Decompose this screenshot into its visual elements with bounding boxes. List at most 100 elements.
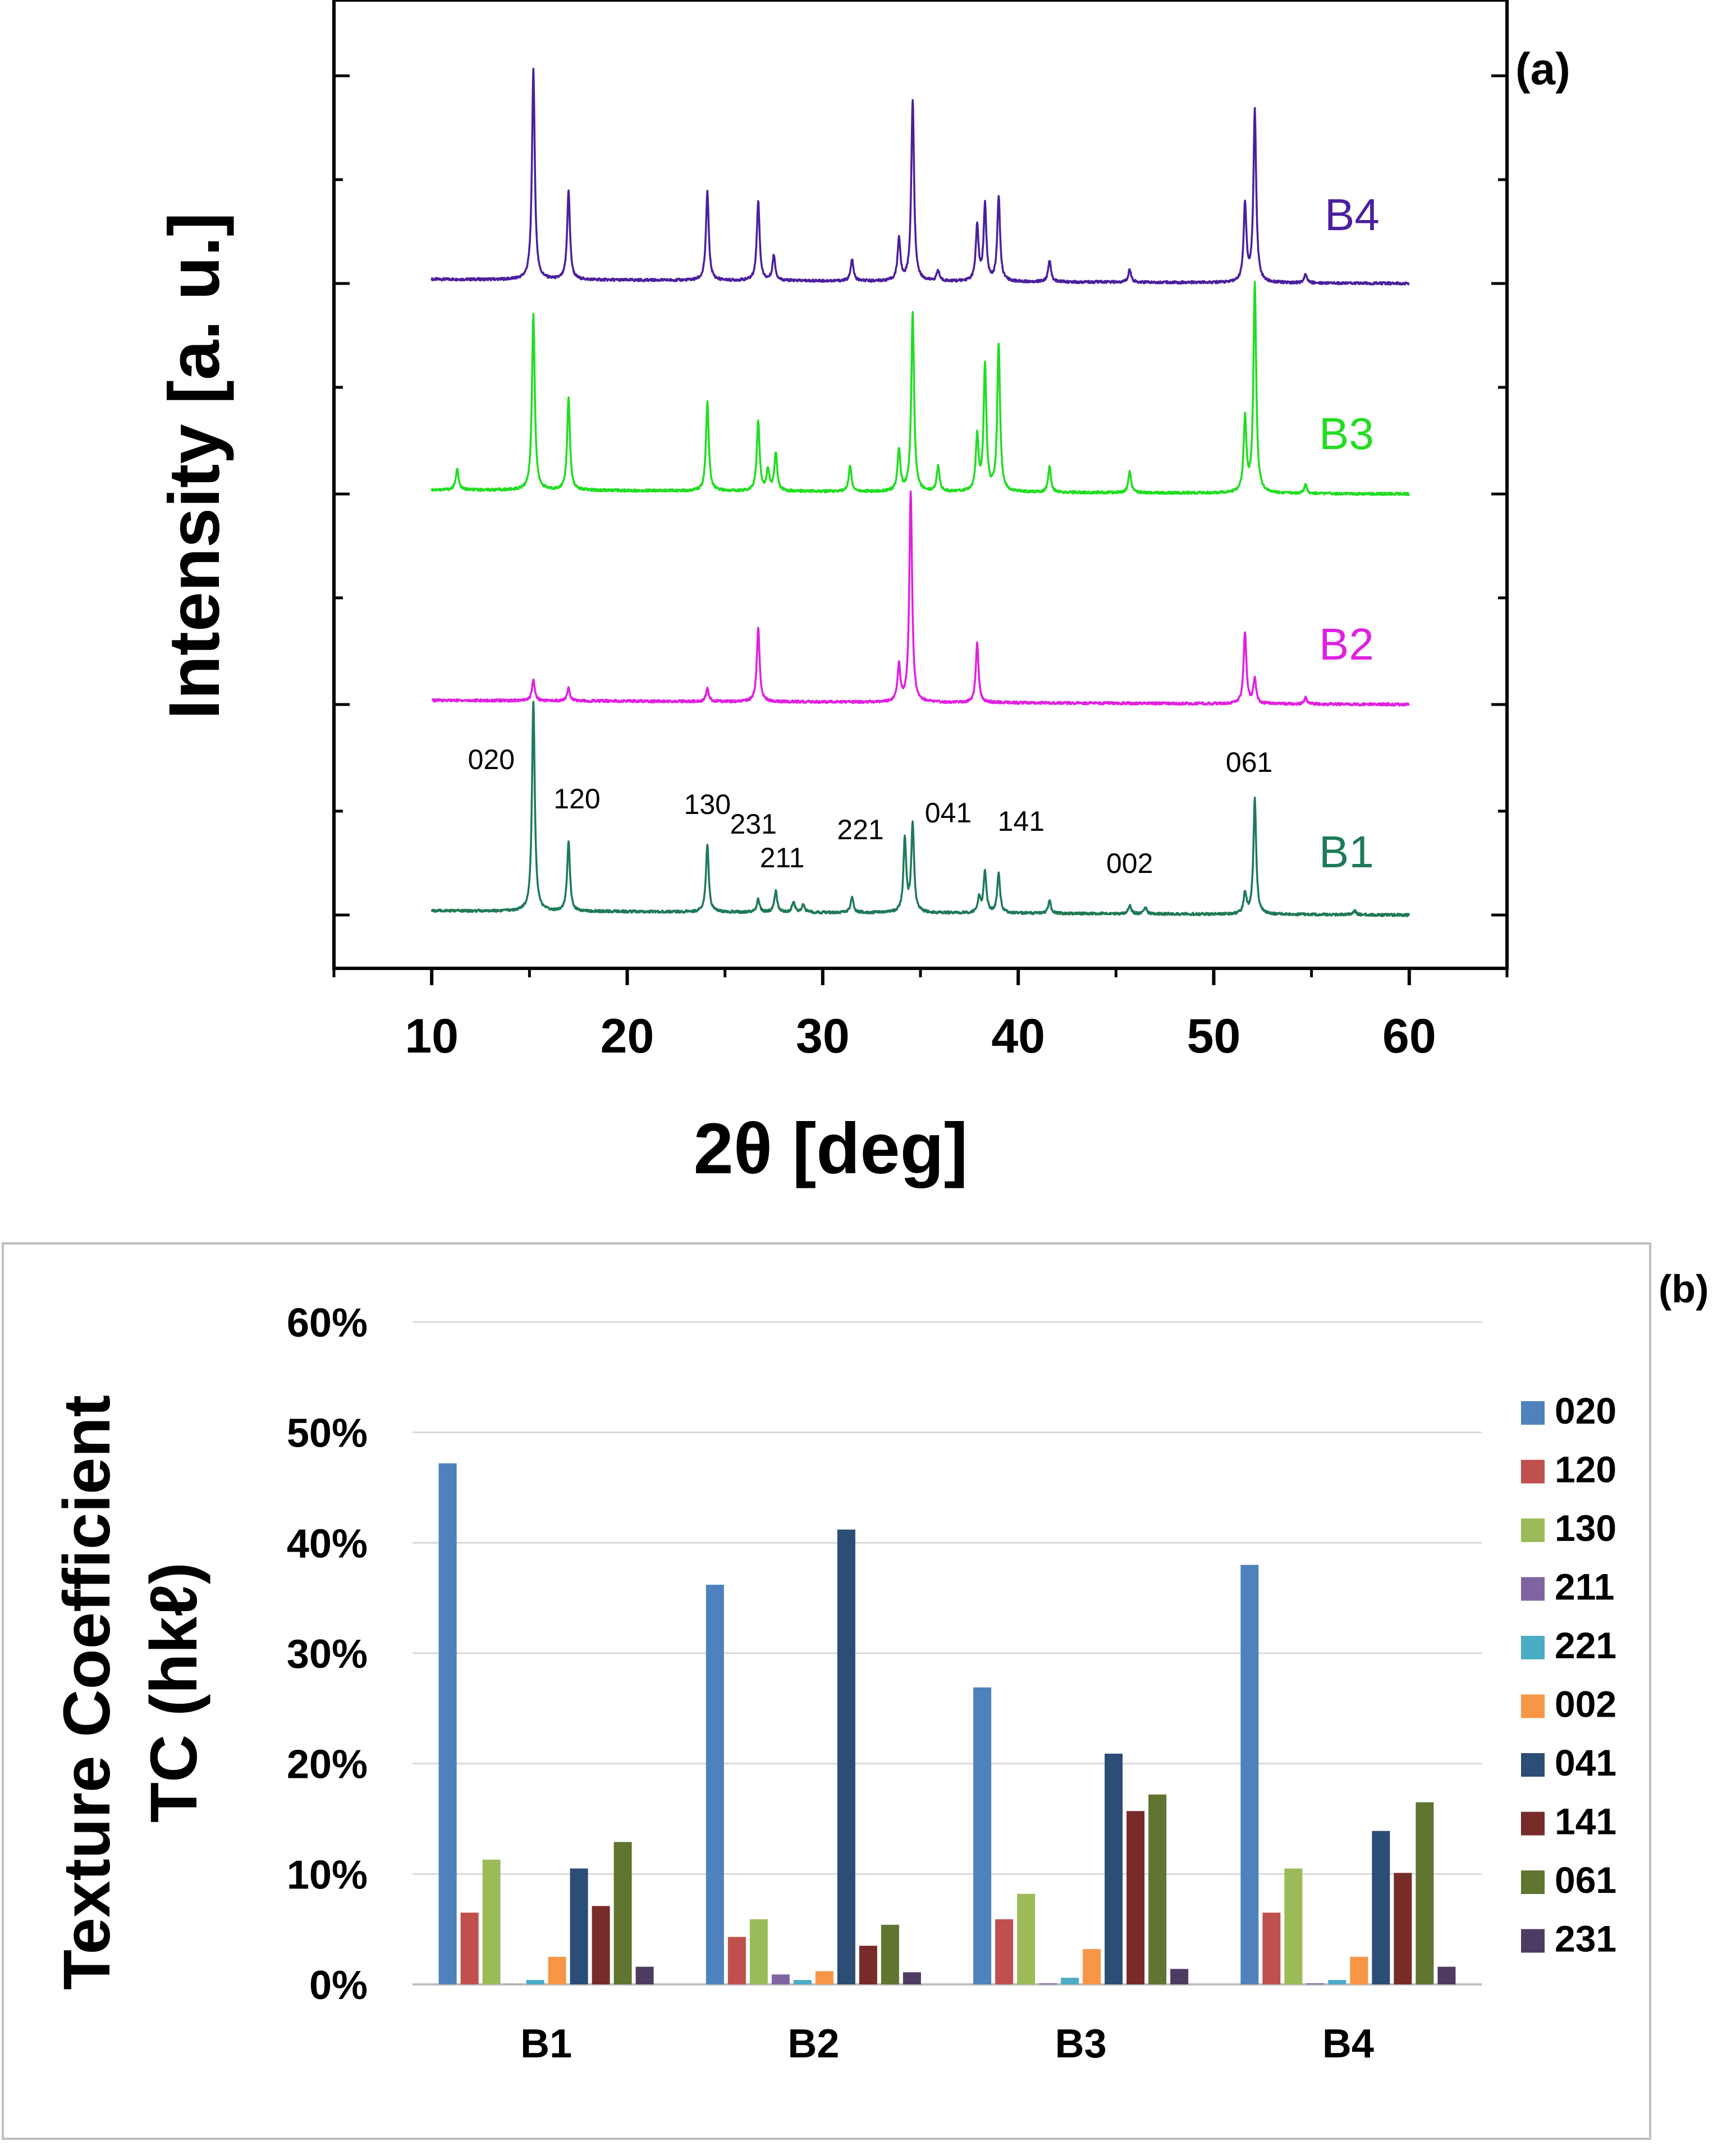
texture-bar-b2-120	[727, 1937, 746, 1984]
texture-legend-label: 061	[1555, 1859, 1616, 1901]
xrd-series-label-b1: B1	[1319, 827, 1374, 877]
xrd-x-tick-label: 30	[796, 1009, 850, 1063]
texture-bar-b2-211	[771, 1974, 790, 1984]
texture-bar-b4-020	[1240, 1565, 1259, 1984]
texture-bar-b3-120	[995, 1919, 1014, 1984]
texture-category-label: B2	[787, 2021, 839, 2066]
texture-bar-b3-002	[1083, 1949, 1101, 1984]
xrd-hkl-annotation: 120	[553, 783, 600, 815]
texture-y-tick-label: 20%	[287, 1742, 368, 1787]
texture-bar-b1-002	[548, 1956, 566, 1984]
texture-bar-b4-002	[1350, 1956, 1368, 1984]
texture-y-tick-label: 0%	[309, 1963, 368, 2008]
texture-legend-swatch	[1521, 1929, 1545, 1953]
texture-bar-b1-141	[592, 1906, 610, 1984]
texture-legend-label: 041	[1555, 1742, 1616, 1783]
texture-legend-label: 141	[1555, 1801, 1616, 1842]
texture-legend-swatch	[1521, 1518, 1545, 1542]
texture-bar-b2-020	[706, 1585, 724, 1984]
texture-y-tick-label: 40%	[287, 1521, 368, 1566]
texture-panel-frame	[2, 1242, 1651, 2140]
texture-legend-label: 002	[1555, 1684, 1616, 1725]
texture-bar-b2-221	[793, 1980, 812, 1984]
texture-bar-b3-211	[1039, 1983, 1057, 1984]
texture-legend-swatch	[1521, 1812, 1545, 1836]
texture-category-label: B4	[1322, 2021, 1374, 2066]
texture-bar-b4-221	[1328, 1980, 1346, 1984]
texture-legend-label: 130	[1555, 1507, 1616, 1549]
texture-bar-b2-061	[881, 1924, 899, 1984]
xrd-trace-b3	[430, 281, 1410, 496]
texture-legend-swatch	[1521, 1460, 1545, 1484]
xrd-x-tick-label: 50	[1187, 1009, 1241, 1063]
texture-category-label: B1	[520, 2021, 572, 2066]
texture-y-tick-label: 50%	[287, 1411, 368, 1456]
texture-panel: 0% 10% 20% 30% 40% 50% 60% B1 B2 B3 B4 020 120 130 2…	[2, 1242, 1708, 2140]
texture-y-tick-label: 30%	[287, 1632, 368, 1677]
texture-bar-b2-041	[837, 1529, 855, 1984]
texture-bar-b2-002	[815, 1971, 833, 1984]
xrd-x-tick-label: 20	[601, 1009, 654, 1063]
xrd-hkl-annotation: 061	[1226, 747, 1272, 778]
xrd-x-tick-label: 40	[991, 1009, 1045, 1063]
texture-bar-b1-061	[613, 1842, 632, 1984]
texture-legend-label: 231	[1555, 1918, 1616, 1960]
texture-legend-swatch	[1521, 1753, 1545, 1777]
xrd-hkl-annotation: 141	[998, 806, 1045, 837]
texture-legend: 020 120 130 211 221 002 041 141 061 231	[1521, 1390, 1616, 1960]
xrd-x-ticks: 10 20 30 40 50 60	[332, 968, 1509, 1063]
xrd-hkl-annotation: 231	[730, 808, 777, 840]
texture-bar-b1-130	[482, 1859, 501, 1984]
texture-y-tick-label: 10%	[287, 1852, 368, 1897]
texture-y-axis-label-line1: Texture Coefficient	[50, 1395, 124, 1990]
texture-bar-b3-041	[1105, 1753, 1123, 1984]
texture-bar-b4-231	[1437, 1966, 1456, 1984]
xrd-panel-label: (a)	[1515, 44, 1570, 94]
texture-bar-b4-120	[1262, 1913, 1281, 1984]
texture-legend-swatch	[1521, 1694, 1545, 1718]
xrd-series-label-b3: B3	[1319, 409, 1374, 459]
texture-bar-b4-141	[1394, 1873, 1412, 1984]
texture-panel-label: (b)	[1659, 1267, 1708, 1311]
xrd-trace-b4	[430, 67, 1410, 286]
xrd-x-tick-label: 60	[1382, 1009, 1436, 1063]
texture-legend-label: 120	[1555, 1449, 1616, 1490]
xrd-series-labels: B4 B3 B2 B1	[1319, 190, 1380, 877]
texture-bar-b2-141	[859, 1946, 877, 1984]
texture-legend-swatch	[1521, 1401, 1545, 1425]
texture-bar-b1-041	[570, 1868, 588, 1984]
texture-bar-b3-221	[1061, 1978, 1079, 1984]
texture-legend-swatch	[1521, 1577, 1545, 1601]
xrd-y-axis-label: Intensity [a. u.]	[154, 212, 235, 719]
texture-bar-b4-130	[1284, 1868, 1303, 1984]
xrd-traces	[430, 67, 1410, 917]
texture-bar-b3-130	[1017, 1893, 1036, 1984]
texture-legend-label: 020	[1555, 1390, 1616, 1431]
texture-category-labels: B1 B2 B3 B4	[520, 2021, 1374, 2066]
texture-bar-b2-130	[749, 1919, 768, 1984]
xrd-hkl-annotation: 041	[925, 797, 972, 829]
texture-bar-b1-211	[505, 1984, 523, 1985]
texture-bar-b3-061	[1148, 1794, 1167, 1984]
texture-bar-b2-231	[903, 1972, 921, 1984]
texture-y-tick-label: 60%	[287, 1301, 368, 1346]
xrd-y-ticks	[334, 74, 1507, 917]
texture-y-axis-label-line2: TC (hkℓ)	[137, 1562, 211, 1823]
texture-bar-b1-120	[460, 1913, 479, 1984]
texture-bar-b3-020	[973, 1687, 992, 1984]
texture-legend-swatch	[1521, 1870, 1545, 1894]
texture-bar-b1-020	[438, 1463, 457, 1984]
texture-bars	[438, 1463, 1456, 1985]
texture-legend-label: 211	[1555, 1566, 1614, 1608]
xrd-trace-b2	[431, 490, 1410, 707]
xrd-hkl-annotation: 221	[837, 814, 883, 845]
xrd-hkl-annotation: 002	[1106, 848, 1153, 879]
xrd-series-label-b2: B2	[1319, 619, 1374, 669]
texture-bar-b3-141	[1126, 1811, 1145, 1984]
texture-bar-b1-221	[526, 1980, 544, 1984]
texture-category-label: B3	[1055, 2021, 1107, 2066]
texture-legend-swatch	[1521, 1636, 1545, 1659]
texture-bar-b4-061	[1416, 1802, 1434, 1984]
